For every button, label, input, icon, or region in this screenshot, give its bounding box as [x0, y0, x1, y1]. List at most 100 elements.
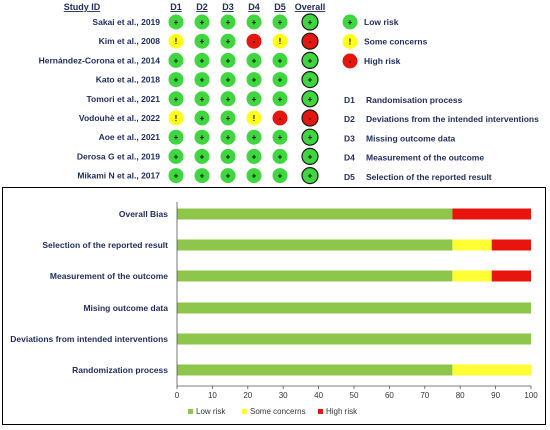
judgement-symbol: +	[200, 56, 205, 65]
judgement-symbol: -	[279, 114, 282, 123]
bar-segment-low	[177, 364, 453, 376]
judgement-symbol: +	[308, 152, 313, 161]
x-tick-label: 40	[314, 391, 323, 400]
judgement-symbol: -	[309, 37, 312, 46]
study-name: Derosa G et al., 2019	[77, 151, 160, 161]
d4-judgement-some	[246, 110, 262, 126]
d4-judgement-low	[246, 148, 262, 164]
d1-judgement-low	[168, 148, 184, 164]
judgement-symbol: +	[308, 133, 313, 142]
study-row: Mikami N et al., 2017 + + + + + +	[77, 167, 319, 185]
d2-judgement-low	[194, 33, 210, 49]
judgement-symbol: +	[308, 172, 313, 181]
judgement-symbol: !	[253, 114, 256, 123]
x-tick-label: 60	[385, 391, 394, 400]
judgement-symbol: +	[226, 152, 231, 161]
judgement-symbol: +	[226, 95, 231, 104]
study-row: Kato et al., 2018 + + + + + +	[96, 70, 319, 89]
d1-judgement-some	[168, 110, 184, 126]
d3-judgement-low	[220, 148, 236, 164]
header-d4: D4	[248, 2, 260, 12]
overall-judgement-low	[301, 147, 319, 165]
judgement-symbol: -	[253, 37, 256, 46]
judgement-symbol: +	[174, 76, 179, 85]
x-tick-label: 0	[175, 391, 180, 400]
x-tick-label: 30	[279, 391, 288, 400]
domain-code-d3: D3	[344, 133, 355, 143]
judgement-symbol: +	[226, 172, 231, 181]
legend-symbol: !	[349, 38, 352, 47]
domain-code-d1: D1	[344, 95, 355, 105]
d3-judgement-low	[220, 14, 236, 30]
summary-chart-frame	[2, 187, 546, 425]
header-d2: D2	[196, 2, 208, 12]
judgement-symbol: -	[309, 114, 312, 123]
study-name: Kim et al., 2008	[99, 36, 161, 46]
judgement-symbol: +	[252, 172, 257, 181]
domain-code-d2: D2	[344, 114, 355, 124]
d3-judgement-low	[220, 110, 236, 126]
x-tick-label: 80	[456, 391, 465, 400]
legend-low-label: Low risk	[364, 17, 399, 27]
d3-judgement-low	[220, 33, 236, 49]
legend-low-marker	[342, 14, 358, 30]
d5-judgement-some	[272, 33, 288, 49]
d4-judgement-low	[246, 168, 262, 184]
d1-judgement-low	[168, 168, 184, 184]
bar-segment-low	[177, 208, 453, 220]
bar-segment-low	[177, 302, 531, 314]
bar-legend-low-swatch	[188, 409, 193, 414]
judgement-symbol: +	[226, 133, 231, 142]
legend-some-marker	[342, 34, 358, 49]
d4-judgement-low	[246, 129, 262, 145]
judgement-symbol: +	[252, 133, 257, 142]
study-row: Sakai et al., 2019 + + + + + +	[92, 13, 319, 31]
d3-judgement-low	[220, 52, 236, 68]
judgement-symbol: !	[175, 37, 178, 46]
judgement-symbol: +	[200, 133, 205, 142]
d2-judgement-low	[194, 168, 210, 184]
judgement-symbol: +	[226, 18, 231, 27]
judgement-symbol: !	[175, 114, 178, 123]
d5-judgement-low	[272, 168, 288, 184]
legend-high-label: High risk	[364, 56, 401, 66]
bar-legend-some-label: Some concerns	[250, 407, 306, 416]
judgement-symbol: +	[252, 76, 257, 85]
bar-legend-high-label: High risk	[326, 407, 358, 416]
d4-judgement-low	[246, 14, 262, 30]
category-label: Deviations from intended interventions	[10, 334, 168, 344]
header-overall: Overall	[295, 2, 326, 12]
judgement-symbol: +	[226, 37, 231, 46]
d5-judgement-low	[272, 91, 288, 107]
overall-judgement-low	[301, 167, 319, 185]
study-row: Hernández-Corona et al., 2014 + + + + + +	[39, 51, 319, 70]
judgement-symbol: +	[200, 95, 205, 104]
judgement-symbol: +	[200, 172, 205, 181]
d5-judgement-low	[272, 148, 288, 164]
bar-segment-low	[177, 270, 453, 282]
d4-judgement-low	[246, 91, 262, 107]
judgement-symbol: +	[174, 56, 179, 65]
category-label: Measurement of the outcome	[50, 271, 168, 281]
header-d3: D3	[222, 2, 234, 12]
x-tick-label: 100	[524, 391, 538, 400]
x-tick-label: 50	[350, 391, 359, 400]
d5-judgement-low	[272, 52, 288, 68]
bar-row: Randomization process	[72, 364, 531, 376]
study-name: Sakai et al., 2019	[92, 17, 160, 27]
judgement-symbol: +	[174, 95, 179, 104]
category-label: Randomization process	[72, 365, 168, 375]
d3-judgement-low	[220, 72, 236, 88]
domain-label-d5: Selection of the reported result	[366, 172, 492, 182]
bar-row: Selection of the reported result	[42, 239, 531, 251]
study-row: Derosa G et al., 2019 + + + + + +	[77, 147, 319, 165]
bar-segment-some	[452, 364, 531, 376]
domain-label-d4: Measurement of the outcome	[366, 153, 484, 163]
d5-judgement-low	[272, 129, 288, 145]
judgement-symbol: +	[200, 114, 205, 123]
d1-judgement-low	[168, 52, 184, 68]
overall-judgement-low	[301, 13, 319, 31]
x-tick-label: 70	[420, 391, 429, 400]
study-name: Hernández-Corona et al., 2014	[39, 55, 161, 65]
d2-judgement-low	[194, 148, 210, 164]
